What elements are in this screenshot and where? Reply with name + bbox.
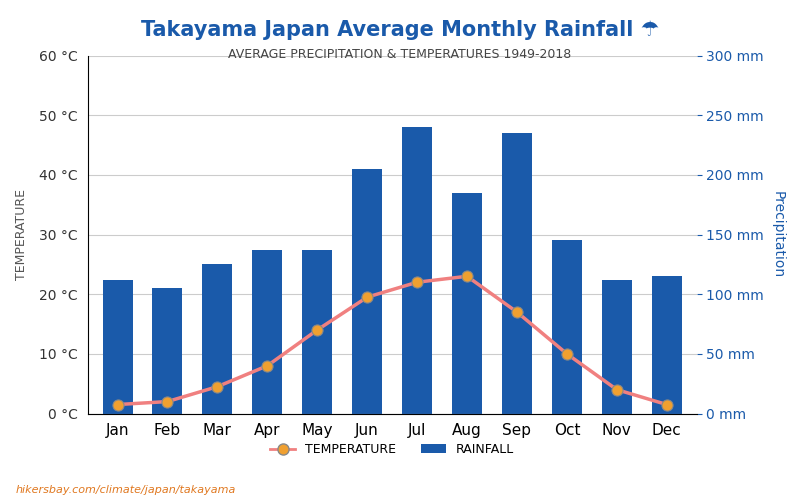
Bar [402, 127, 432, 414]
Bar [652, 276, 682, 413]
Bar [202, 264, 232, 414]
Y-axis label: Precipitation: Precipitation [771, 191, 785, 278]
Text: hikersbay.com/climate/japan/takayama: hikersbay.com/climate/japan/takayama [16, 485, 236, 495]
Bar [602, 280, 632, 413]
Bar [252, 250, 282, 414]
Bar [452, 192, 482, 414]
Bar [153, 288, 182, 414]
Bar [102, 280, 133, 413]
Bar [302, 250, 332, 414]
Text: AVERAGE PRECIPITATION & TEMPERATURES 1949-2018: AVERAGE PRECIPITATION & TEMPERATURES 194… [228, 48, 572, 60]
Bar [552, 240, 582, 414]
Y-axis label: TEMPERATURE: TEMPERATURE [15, 189, 28, 280]
Text: Takayama Japan Average Monthly Rainfall ☂: Takayama Japan Average Monthly Rainfall … [141, 20, 659, 40]
Legend: TEMPERATURE, RAINFALL: TEMPERATURE, RAINFALL [265, 438, 519, 461]
Bar [352, 169, 382, 414]
Bar [502, 133, 532, 414]
